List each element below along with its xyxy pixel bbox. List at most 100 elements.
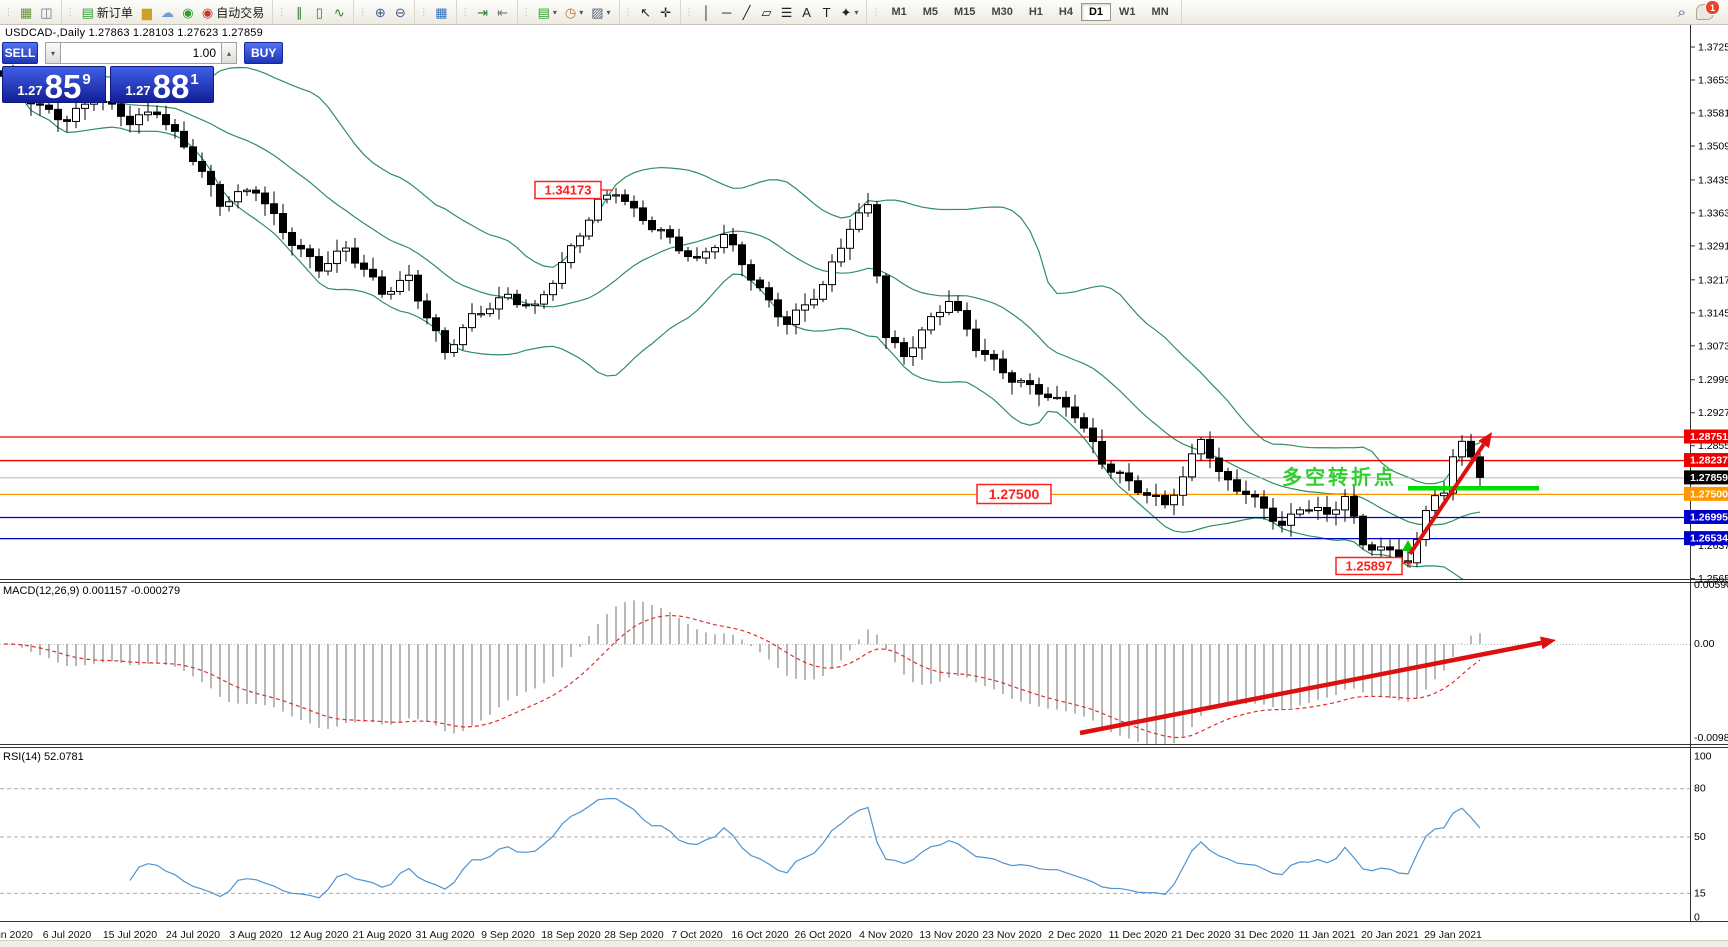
rsi-indicator — [0, 788, 1690, 899]
svg-text:18 Sep 2020: 18 Sep 2020 — [541, 929, 601, 941]
tile-windows-icon-glyph: ▦ — [435, 4, 448, 20]
volume-input[interactable] — [61, 42, 221, 64]
horizontal-line-tool-glyph: ─ — [721, 4, 732, 20]
price-annotations[interactable]: 1.34173 1.27500 1.25897 多空转折点 — [534, 180, 1539, 576]
svg-text:20 Jan 2021: 20 Jan 2021 — [1361, 929, 1419, 941]
support-price-label[interactable] — [976, 483, 1052, 505]
svg-text:1.33630: 1.33630 — [1698, 207, 1728, 219]
line-chart-icon-glyph: ∿ — [333, 4, 345, 20]
volume-decrease-button[interactable]: ▾ — [45, 42, 61, 64]
level-lines[interactable] — [0, 436, 1690, 540]
trendline-tool[interactable]: ╱ — [737, 2, 757, 22]
fibonacci-tool[interactable]: ☰ — [777, 2, 797, 22]
sell-button[interactable]: SELL — [2, 42, 38, 64]
period-button-glyph: ◷ — [564, 4, 577, 20]
arrows-tool[interactable]: ✦ ▾ — [837, 2, 863, 22]
mql5-community-icon[interactable]: ☁ — [157, 2, 178, 22]
green-support-bar[interactable] — [1408, 486, 1539, 491]
support-price-label-text: 1.27500 — [989, 486, 1040, 502]
svg-text:1.26995: 1.26995 — [1690, 511, 1728, 523]
buy-button[interactable]: BUY — [244, 42, 284, 64]
timeframe-h4[interactable]: H4 — [1051, 3, 1081, 21]
svg-text:11 Jan 2021: 11 Jan 2021 — [1298, 929, 1355, 941]
auto-scroll-icon[interactable]: ⇥ — [473, 2, 493, 22]
cursor-tool[interactable]: ↖ — [636, 2, 656, 22]
chart-window-icon[interactable]: ▦ — [16, 2, 36, 22]
svg-text:1.34350: 1.34350 — [1698, 174, 1728, 186]
price-trend-arrow[interactable] — [1408, 432, 1492, 556]
horizontal-line-tool[interactable]: ─ — [717, 2, 737, 22]
tile-windows-icon[interactable]: ▦ — [431, 2, 451, 22]
crosshair-tool[interactable]: ✛ — [656, 2, 676, 22]
buy-price-display[interactable]: 1.27 88 1 — [110, 66, 214, 103]
sell-price-sup: 9 — [82, 71, 91, 88]
date-axis[interactable]: 25 Jun 2020 6 Jul 2020 15 Jul 2020 24 Jul 2… — [0, 929, 1482, 941]
equidistant-channel-tool[interactable]: ▱ — [757, 2, 777, 22]
auto-scroll-icon-glyph: ⇥ — [477, 4, 489, 20]
svg-text:100: 100 — [1694, 751, 1712, 763]
period-button-caret: ▾ — [579, 7, 584, 17]
svg-text:24 Jul 2020: 24 Jul 2020 — [166, 929, 220, 941]
print-preview-icon[interactable]: ◫ — [36, 2, 56, 22]
autotrading-button[interactable]: ◉ 自动交易 — [198, 2, 268, 22]
svg-text:1.37250: 1.37250 — [1698, 42, 1728, 54]
low-price-label[interactable] — [1335, 556, 1403, 576]
svg-text:29 Jan 2021: 29 Jan 2021 — [1424, 929, 1482, 941]
macd-indicator — [0, 600, 1690, 744]
price-badge-1.26534 — [1684, 531, 1728, 546]
timeframe-w1[interactable]: W1 — [1111, 3, 1144, 21]
zoom-in-icon[interactable]: ⊕ — [370, 2, 390, 22]
notifications-icon[interactable]: 1 — [1696, 0, 1720, 20]
svg-text:4 Nov 2020: 4 Nov 2020 — [859, 929, 913, 941]
svg-text:0: 0 — [1694, 912, 1700, 924]
price-badge-1.27859 — [1684, 470, 1728, 485]
svg-text:1.30730: 1.30730 — [1698, 340, 1728, 352]
text-tool[interactable]: A — [797, 2, 817, 22]
sell-price-display[interactable]: 1.27 85 9 — [2, 66, 106, 103]
timeframe-mn[interactable]: MN — [1144, 3, 1177, 21]
timeframe-h1[interactable]: H1 — [1021, 3, 1051, 21]
candlestick-chart-icon[interactable]: ▯ — [309, 2, 329, 22]
status-strip — [0, 940, 1728, 947]
timeframe-m30[interactable]: M30 — [983, 3, 1020, 21]
svg-text:1.27859: 1.27859 — [1690, 472, 1728, 484]
price-axis[interactable]: 1.37250 1.36530 1.35810 1.35090 1.34350 1.336… — [0, 24, 1728, 924]
text-label-tool-glyph: T — [822, 4, 831, 20]
vertical-line-tool[interactable]: │ — [697, 2, 717, 22]
svg-text:0.005908: 0.005908 — [1694, 579, 1728, 591]
zoom-in-icon-glyph: ⊕ — [374, 4, 386, 20]
templates-button[interactable]: ▨ ▾ — [587, 2, 614, 22]
text-label-tool[interactable]: T — [817, 2, 837, 22]
volume-increase-button[interactable]: ▴ — [221, 42, 237, 64]
svg-text:26 Oct 2020: 26 Oct 2020 — [794, 929, 851, 941]
price-badge-1.27500 — [1684, 486, 1728, 501]
buy-price-small: 1.27 — [125, 83, 151, 98]
svg-text:1.32170: 1.32170 — [1698, 274, 1728, 286]
templates-button-caret: ▾ — [606, 7, 611, 17]
candlesticks — [0, 64, 1484, 568]
macd-trend-arrow[interactable] — [1079, 636, 1556, 736]
timeframe-m1[interactable]: M1 — [883, 3, 914, 21]
text-tool-glyph: A — [802, 4, 811, 20]
arrows-tool-caret: ▾ — [854, 7, 859, 17]
notification-badge: 1 — [1705, 0, 1720, 15]
period-button[interactable]: ◷ ▾ — [561, 2, 587, 22]
new-order-button[interactable]: ▤新订单 — [78, 2, 137, 22]
bar-chart-icon[interactable]: ∥ — [289, 2, 309, 22]
new-chart-button[interactable]: ▤▾ — [534, 2, 561, 22]
search-icon[interactable]: ⌕ — [1677, 3, 1686, 21]
timeframe-m15[interactable]: M15 — [946, 3, 983, 21]
deposit-icon-glyph: ▆ — [141, 4, 152, 20]
timeframe-d1[interactable]: D1 — [1080, 3, 1112, 21]
svg-text:-0.009851: -0.009851 — [1694, 732, 1728, 744]
line-chart-icon[interactable]: ∿ — [329, 2, 349, 22]
bollinger-bands — [3, 65, 1481, 579]
signals-icon[interactable]: ◉ — [178, 2, 198, 22]
timeframe-m5[interactable]: M5 — [915, 3, 946, 21]
svg-text:25 Jun 2020: 25 Jun 2020 — [0, 929, 33, 941]
deposit-icon[interactable]: ▆ — [137, 2, 157, 22]
zoom-out-icon[interactable]: ⊖ — [390, 2, 410, 22]
chart-shift-icon[interactable]: ⇤ — [493, 2, 513, 22]
